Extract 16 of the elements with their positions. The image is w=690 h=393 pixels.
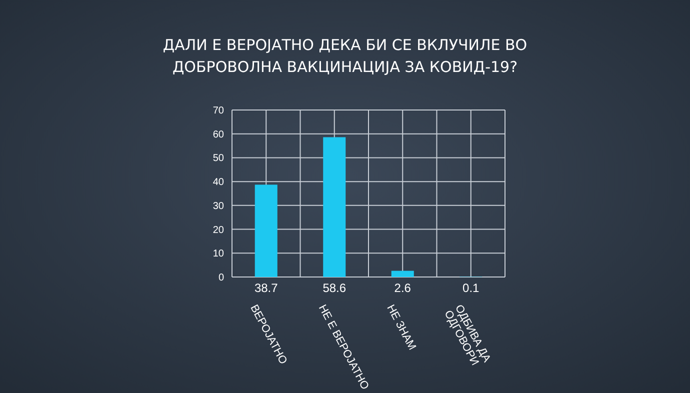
y-tick-label: 10 (212, 248, 224, 260)
bar (254, 184, 278, 277)
data-label: 38.7 (254, 281, 278, 295)
y-tick-label: 70 (212, 106, 224, 116)
y-tick-label: 0 (218, 272, 224, 284)
chart-title: ДАЛИ Е ВЕРОЈАТНО ДЕКА БИ СЕ ВКЛУЧИЛЕ ВО ДОБРОВОЛНА ВАКЦИНАЦИЈА ЗА КОВИД-19? (162, 36, 528, 76)
y-tick-label: 50 (212, 153, 224, 164)
data-label: 2.6 (394, 281, 412, 295)
bar (391, 270, 414, 277)
data-label: 0.1 (462, 281, 480, 295)
y-tick-label: 20 (212, 224, 224, 236)
y-tick-label: 60 (212, 129, 224, 140)
bar (323, 137, 346, 277)
data-label: 58.6 (322, 281, 346, 295)
y-tick-label: 30 (212, 200, 224, 212)
y-tick-label: 40 (212, 177, 224, 188)
